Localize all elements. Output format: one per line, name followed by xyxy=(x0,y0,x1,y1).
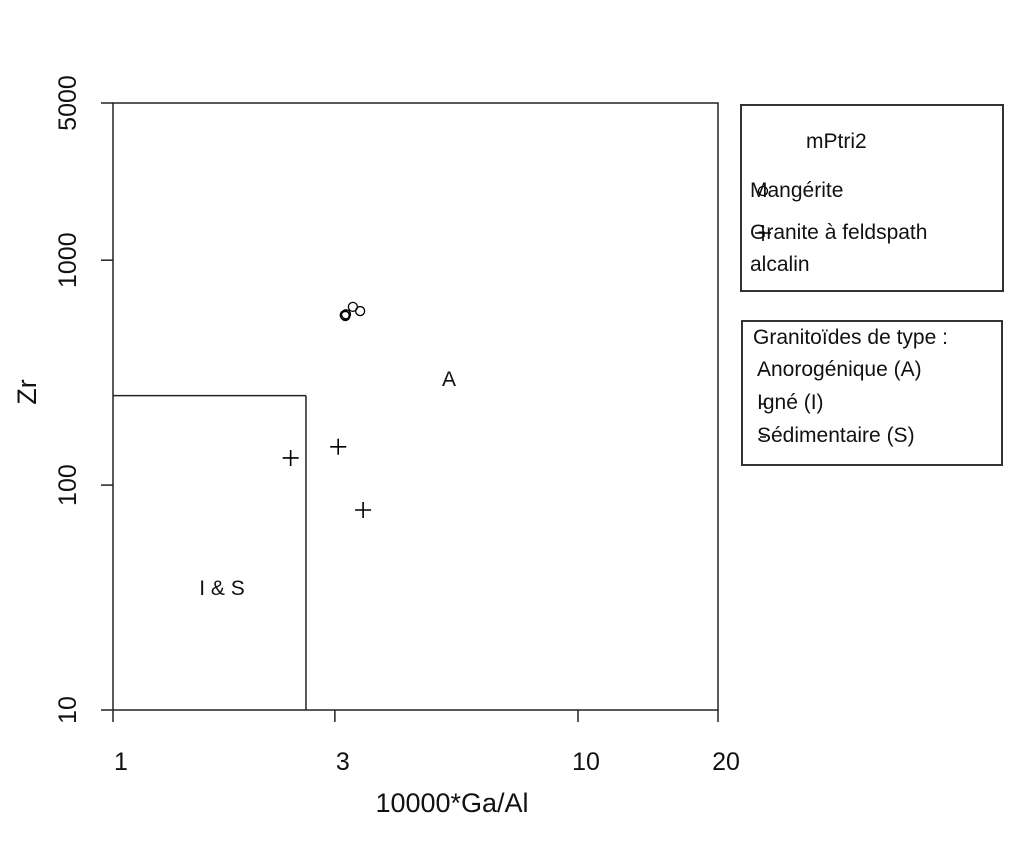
note-label: Igné (I) xyxy=(757,391,824,414)
y-tick-label: 5000 xyxy=(54,75,82,131)
dash-icon xyxy=(760,370,766,372)
legend-marker xyxy=(757,185,769,197)
note-box: Granitoïdes de type : Anorogénique (A) Ig… xyxy=(741,320,1003,466)
x-tick-label: 1 xyxy=(114,748,128,776)
note-title: Granitoïdes de type : xyxy=(753,326,948,349)
legend-entry: Granite à feldspath alcalin xyxy=(750,220,965,281)
point xyxy=(354,305,366,317)
x-tick-label: 20 xyxy=(712,748,740,776)
note-item: Anorogénique (A) xyxy=(757,358,922,382)
x-tick-label: 10 xyxy=(572,748,600,776)
dash-icon xyxy=(760,436,766,438)
legend: mPtri2 Mangérite Granite à feldspath alca… xyxy=(740,104,1004,292)
note-label: Sédimentaire (S) xyxy=(757,424,915,447)
y-tick-label: 10 xyxy=(54,696,82,724)
legend-title: mPtri2 xyxy=(806,130,867,153)
plot-frame xyxy=(112,102,719,711)
legend-label: Mangérite xyxy=(750,179,844,202)
region-label: I & S xyxy=(199,577,245,600)
legend-label: Granite à feldspath alcalin xyxy=(750,221,928,276)
point xyxy=(340,310,351,322)
point xyxy=(355,501,372,518)
region-label: A xyxy=(442,368,456,391)
note-label: Anorogénique (A) xyxy=(757,358,922,381)
y-axis-label: Zr xyxy=(12,379,42,404)
y-tick-label: 100 xyxy=(54,464,82,506)
x-tick-label: 3 xyxy=(336,748,350,776)
x-axis-label: 10000*Ga/Al xyxy=(375,788,528,818)
dash-icon xyxy=(760,403,766,405)
note-item: Igné (I) xyxy=(757,391,824,415)
point xyxy=(330,438,347,455)
legend-icon xyxy=(755,225,771,241)
point xyxy=(282,449,299,466)
y-tick-label: 1000 xyxy=(54,232,82,288)
legend-marker xyxy=(755,225,771,241)
legend-entry: Mangérite xyxy=(750,178,965,207)
legend-icon xyxy=(757,185,769,197)
note-item: Sédimentaire (S) xyxy=(757,424,915,448)
